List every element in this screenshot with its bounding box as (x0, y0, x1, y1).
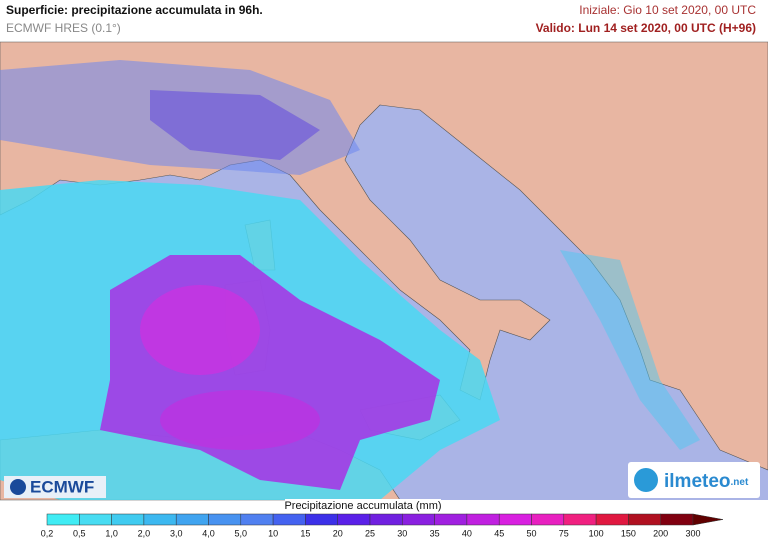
legend-tick-label: 35 (430, 528, 440, 538)
precip-balkans (560, 250, 700, 450)
color-bin (402, 513, 435, 526)
color-bin (563, 513, 597, 526)
color-bin (46, 513, 80, 526)
color-bin (111, 513, 145, 526)
color-bin (628, 513, 661, 526)
legend-tick-label: 200 (653, 528, 668, 538)
legend-title-bg (285, 499, 441, 513)
legend-tick-label: 0,2 (41, 528, 54, 538)
legend-tick-label: 75 (559, 528, 569, 538)
color-bin (272, 513, 306, 526)
color-bin (595, 513, 629, 526)
legend-tick-label: 20 (333, 528, 343, 538)
legend-tick-label: 4,0 (202, 528, 215, 538)
legend-tick-label: 50 (526, 528, 536, 538)
color-bin (531, 513, 565, 526)
color-bin (240, 513, 274, 526)
ecmwf-logo-bg (4, 476, 106, 498)
legend-tick-label: 300 (685, 528, 700, 538)
precip-max (140, 285, 260, 375)
ilmeteo-logo: ilmeteo.net (664, 471, 749, 492)
map (0, 41, 768, 501)
header-bg (0, 0, 768, 42)
color-bin (79, 513, 112, 526)
precip-max (160, 390, 320, 450)
model-name: ECMWF HRES (0.1°) (6, 21, 121, 35)
init-time: Iniziale: Gio 10 set 2020, 00 UTC (579, 3, 756, 17)
legend-tick-label: 100 (589, 528, 604, 538)
legend-tick-label: 15 (300, 528, 310, 538)
color-bin (208, 513, 242, 526)
color-bin (143, 513, 177, 526)
colorbar: 0,2 0,5 1,0 2,0 3,0 4,0 5,0 10 15 20 25 30 35 40 45 50 7… (41, 513, 724, 538)
legend-tick-label: 3,0 (170, 528, 183, 538)
legend-tick-label: 45 (494, 528, 504, 538)
ecmwf-logo-icon (10, 479, 26, 495)
legend-tick-label: 1,0 (105, 528, 118, 538)
legend-tick-label: 10 (268, 528, 278, 538)
legend-title: Precipitazione accumulata (mm) (284, 500, 441, 512)
color-bin (660, 513, 694, 526)
ecmwf-logo: ECMWF (30, 477, 94, 496)
precip-alps-core (150, 90, 320, 160)
color-bin (498, 513, 532, 526)
ilmeteo-logo-bg (628, 462, 760, 498)
legend-tick-label: 30 (397, 528, 407, 538)
legend-tick-label: 5,0 (235, 528, 248, 538)
legend-tick-label: 150 (621, 528, 636, 538)
color-bin (175, 513, 209, 526)
color-bin (305, 513, 338, 526)
legend-tick-label: 25 (365, 528, 375, 538)
color-bin (434, 513, 468, 526)
map-title: Superficie: precipitazione accumulata in… (6, 3, 263, 17)
color-bin (466, 513, 500, 526)
color-bin (369, 513, 403, 526)
legend-tick-label: 0,5 (73, 528, 86, 538)
legend-tick-label: 40 (462, 528, 472, 538)
color-arrow (692, 513, 724, 526)
valid-time: Valido: Lun 14 set 2020, 00 UTC (H+96) (536, 21, 756, 35)
ilmeteo-logo-icon (634, 468, 658, 492)
legend-tick-label: 2,0 (138, 528, 151, 538)
color-bin (337, 513, 371, 526)
